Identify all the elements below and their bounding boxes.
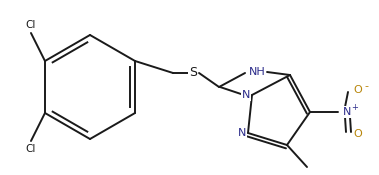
Text: O: O bbox=[353, 129, 362, 139]
Text: Cl: Cl bbox=[26, 20, 36, 30]
Text: N: N bbox=[242, 90, 250, 100]
Text: +: + bbox=[351, 103, 358, 111]
Text: N: N bbox=[238, 128, 246, 138]
Text: N: N bbox=[343, 107, 351, 117]
Text: NH: NH bbox=[249, 67, 266, 77]
Text: -: - bbox=[364, 81, 368, 91]
Text: O: O bbox=[353, 85, 362, 95]
Text: S: S bbox=[189, 66, 197, 79]
Text: Cl: Cl bbox=[26, 144, 36, 154]
